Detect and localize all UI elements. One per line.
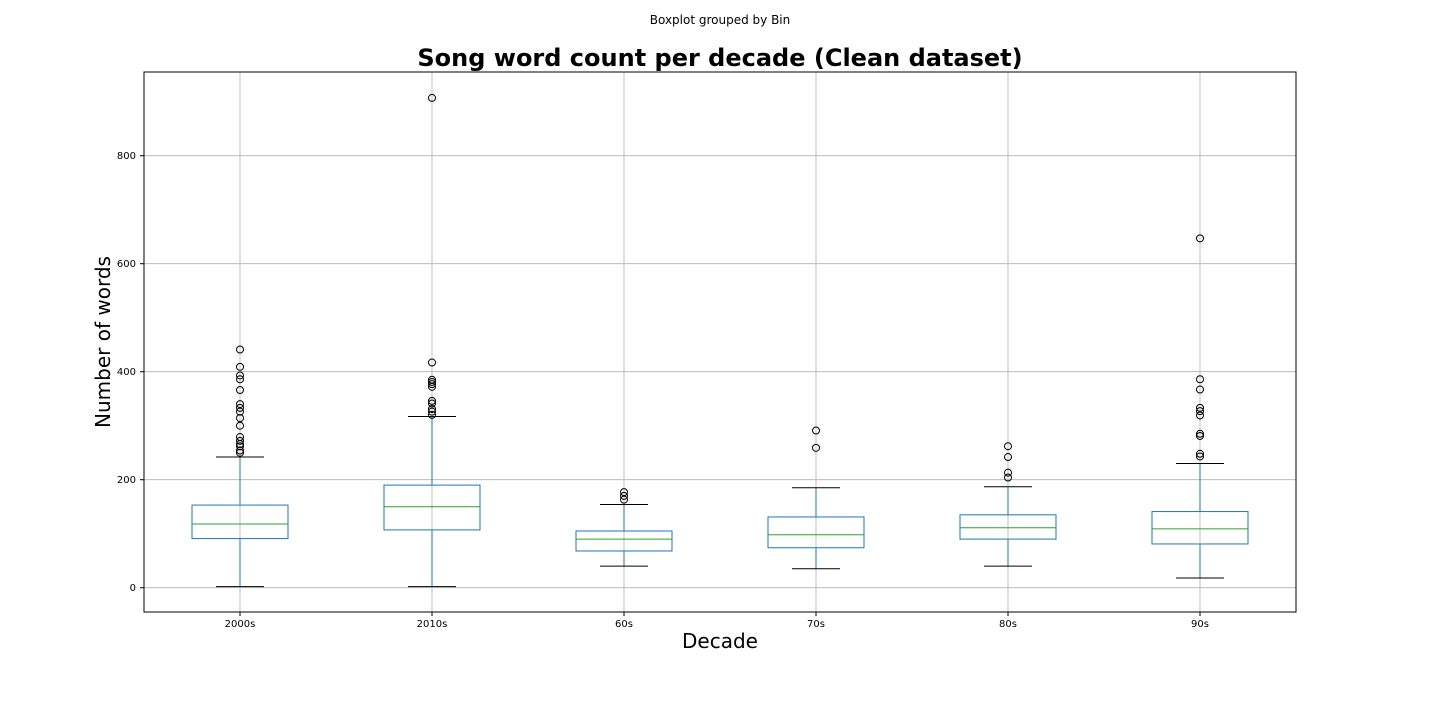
- box-iqr: [383, 484, 481, 531]
- outlier-point: [236, 386, 244, 395]
- outlier-point: [620, 491, 628, 500]
- outlier-point: [1196, 411, 1204, 420]
- outlier-point: [620, 495, 628, 504]
- outlier-point: [620, 488, 628, 497]
- outlier-point: [428, 396, 436, 405]
- outlier-point: [236, 400, 244, 409]
- chart-suptitle: Boxplot grouped by Bin: [650, 13, 791, 27]
- box-group-80s: [959, 442, 1057, 567]
- outlier-point: [236, 403, 244, 412]
- y-tick-label: 200: [117, 475, 136, 486]
- outlier-point: [428, 358, 436, 367]
- outlier-point: [236, 414, 244, 423]
- outlier-point: [428, 404, 436, 413]
- outlier-point: [428, 375, 436, 384]
- box-group-70s: [767, 426, 865, 570]
- box-group-60s: [575, 488, 673, 567]
- box-iqr: [959, 514, 1057, 540]
- outlier-point: [236, 442, 244, 451]
- chart-title: Song word count per decade (Clean datase…: [417, 44, 1022, 72]
- outlier-point: [1196, 234, 1204, 243]
- outlier-point: [1196, 429, 1204, 438]
- outlier-point: [1196, 431, 1204, 440]
- outlier-point: [428, 410, 436, 419]
- y-tick-label: 600: [117, 259, 136, 270]
- outlier-point: [236, 446, 244, 455]
- outlier-point: [428, 407, 436, 416]
- outlier-point: [1004, 442, 1012, 451]
- outlier-point: [812, 426, 820, 435]
- box-group-2010s: [383, 93, 481, 588]
- outlier-point: [236, 436, 244, 445]
- outlier-point: [236, 407, 244, 416]
- outlier-point: [1196, 452, 1204, 461]
- box-iqr: [575, 530, 673, 552]
- x-tick-label: 90s: [1191, 619, 1209, 630]
- x-tick-label: 80s: [999, 619, 1017, 630]
- outlier-point: [1004, 473, 1012, 482]
- outlier-point: [1196, 375, 1204, 384]
- outlier-point: [236, 375, 244, 384]
- tick-labels: 0 200 400 600 800 2000s 2010s 60s 70s 80s 90s: [117, 151, 1209, 630]
- outlier-point: [428, 377, 436, 386]
- grid-lines: [144, 72, 1296, 612]
- outlier-point: [428, 380, 436, 389]
- outlier-point: [1196, 385, 1204, 394]
- plot-frame-layer: [143, 71, 1297, 613]
- plot-frame: [143, 71, 1297, 613]
- y-tick-label: 800: [117, 151, 136, 162]
- outlier-point: [236, 433, 244, 442]
- outlier-point: [1004, 468, 1012, 477]
- outlier-point: [1196, 449, 1204, 458]
- outlier-point: [1196, 403, 1204, 412]
- outlier-point: [812, 443, 820, 452]
- box-iqr: [191, 504, 289, 540]
- x-axis-label: Decade: [682, 629, 758, 653]
- box-group-90s: [1151, 234, 1249, 579]
- boxes-layer: [191, 93, 1249, 588]
- outlier-point: [1004, 453, 1012, 462]
- y-axis-label: Number of words: [91, 256, 115, 428]
- outlier-point: [428, 399, 436, 408]
- x-tick-label: 70s: [807, 619, 825, 630]
- box-group-2000s: [191, 345, 289, 588]
- outlier-point: [1196, 407, 1204, 416]
- outlier-point: [236, 448, 244, 457]
- box-iqr: [767, 516, 865, 549]
- y-tick-label: 0: [130, 583, 136, 594]
- y-tick-label: 400: [117, 367, 136, 378]
- x-tick-label: 2010s: [417, 619, 448, 630]
- outlier-point: [236, 421, 244, 430]
- x-tick-label: 60s: [615, 619, 633, 630]
- box-iqr: [1151, 511, 1249, 545]
- x-tick-label: 2000s: [225, 619, 256, 630]
- outlier-point: [236, 371, 244, 380]
- outlier-point: [428, 93, 436, 102]
- outlier-point: [236, 345, 244, 354]
- outlier-point: [236, 362, 244, 371]
